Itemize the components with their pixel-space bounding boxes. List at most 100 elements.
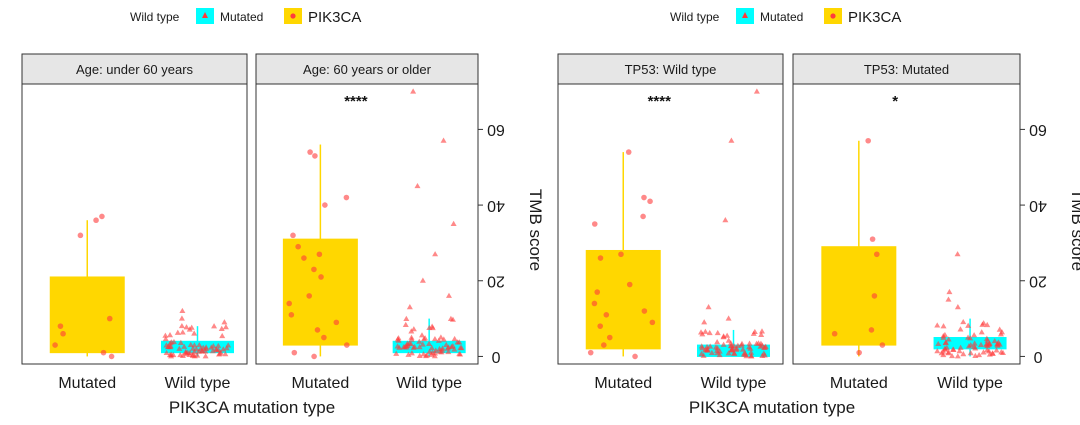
x-tick-label: Wild type: [701, 375, 767, 392]
data-point: [938, 350, 945, 356]
data-point: [202, 353, 209, 359]
data-point: [978, 329, 985, 335]
data-point: [222, 323, 229, 330]
data-point: [699, 331, 706, 337]
data-point: [641, 194, 647, 201]
facet-panel: TP53: Mutated * Wild type Mutated: [792, 53, 1021, 392]
data-point: [183, 324, 190, 330]
x-axis-title: PIK3CA mutation type: [689, 398, 855, 417]
y-tick-label: 0: [1033, 348, 1042, 365]
data-point: [750, 330, 757, 336]
data-point: [640, 213, 646, 220]
data-point: [213, 346, 220, 353]
data-point: [714, 329, 721, 336]
data-point: [408, 336, 415, 342]
data-point: [410, 88, 417, 94]
data-point: [187, 341, 194, 347]
data-point: [440, 336, 447, 342]
data-point: [954, 304, 961, 310]
legend-key-marker: [742, 12, 748, 18]
data-point: [720, 341, 727, 347]
data-point: [312, 153, 318, 159]
data-point: [432, 251, 439, 257]
data-point: [395, 335, 402, 341]
data-point: [733, 345, 740, 351]
data-point: [456, 350, 463, 357]
data-point: [402, 321, 409, 327]
data-point: [731, 350, 738, 356]
data-point: [873, 251, 880, 258]
data-point: [868, 327, 875, 333]
data-point: [714, 339, 721, 345]
data-point: [106, 315, 113, 322]
data-point: [431, 353, 438, 359]
data-point: [995, 339, 1002, 345]
data-point: [314, 327, 321, 333]
data-point: [223, 345, 230, 351]
data-point: [403, 315, 410, 321]
data-point: [99, 213, 105, 220]
x-tick-label: Wild type: [937, 375, 1003, 392]
data-point: [707, 343, 714, 349]
data-point: [316, 251, 323, 258]
data-point: [451, 335, 458, 342]
data-point: [432, 347, 439, 353]
data-point: [935, 340, 942, 347]
data-point: [168, 351, 175, 357]
data-point: [447, 315, 454, 321]
data-point: [176, 345, 183, 351]
data-point: [831, 330, 838, 337]
y-axis-title: TMB score: [1068, 189, 1080, 271]
facet-panel: TP53: Wild type **** Wild type Mutated: [557, 53, 784, 392]
data-point: [996, 326, 1003, 332]
legend-title: PIK3CA: [848, 9, 901, 26]
data-point: [321, 334, 327, 341]
data-point: [451, 346, 458, 352]
facet-strip-label: Age: under 60 years: [76, 62, 194, 77]
data-point: [222, 351, 229, 357]
data-point: [436, 345, 443, 352]
data-point: [725, 350, 732, 356]
data-point: [405, 351, 412, 357]
facet-strip: [255, 53, 479, 85]
data-point: [983, 335, 990, 341]
data-point: [603, 312, 610, 318]
data-point: [52, 342, 58, 348]
data-point: [428, 344, 435, 351]
data-point: [318, 274, 324, 280]
data-point: [179, 307, 186, 314]
data-point: [746, 340, 753, 346]
data-point: [998, 349, 1005, 355]
data-point: [440, 137, 447, 143]
data-point: [746, 344, 753, 350]
data-point: [865, 137, 871, 144]
data-point: [162, 335, 169, 342]
data-point: [445, 348, 452, 355]
y-tick-label: 40: [1029, 197, 1047, 214]
data-point: [954, 251, 961, 257]
facet-strip: [557, 53, 784, 85]
box-mutated: [585, 249, 661, 350]
data-point: [704, 346, 711, 352]
data-point: [286, 300, 292, 307]
data-point: [597, 323, 604, 329]
data-point: [406, 304, 413, 310]
data-point: [989, 350, 996, 356]
data-point: [739, 346, 746, 352]
data-point: [419, 277, 426, 283]
data-point: [445, 292, 452, 298]
data-point: [450, 220, 457, 226]
data-point: [423, 352, 430, 358]
data-point: [748, 349, 755, 355]
data-point: [186, 351, 193, 358]
data-point: [762, 344, 769, 350]
data-point: [437, 334, 444, 340]
data-point: [418, 332, 425, 338]
data-point: [956, 348, 963, 354]
data-point: [991, 337, 998, 344]
data-point: [632, 353, 638, 360]
data-point: [295, 243, 301, 250]
data-point: [738, 340, 745, 346]
legend-key-marker: [202, 12, 208, 18]
data-point: [727, 340, 734, 346]
